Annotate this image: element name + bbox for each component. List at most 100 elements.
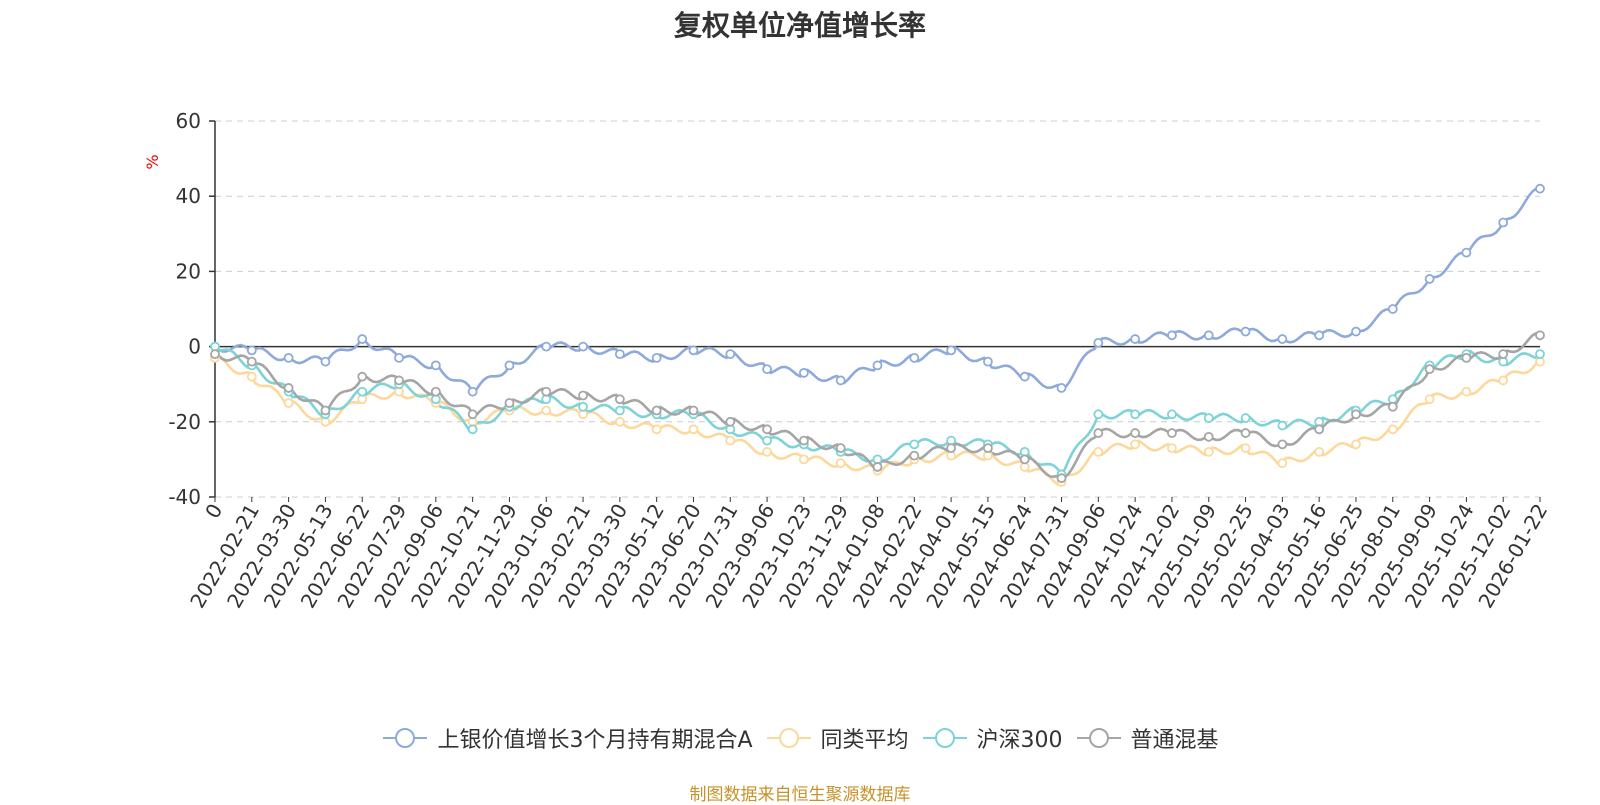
data-point (1167, 330, 1177, 341)
y-tick-label: 40 (176, 184, 201, 208)
data-point (688, 424, 699, 435)
data-point (614, 349, 625, 360)
legend-marker-icon (922, 728, 967, 748)
data-point (614, 394, 625, 405)
series-lines (214, 187, 1541, 487)
data-point (1240, 413, 1251, 423)
data-point (1498, 375, 1509, 386)
data-point (467, 424, 478, 435)
data-point (946, 443, 957, 454)
y-tick-label: 20 (176, 259, 201, 283)
data-point (357, 386, 368, 397)
data-point (725, 435, 736, 446)
data-point (688, 345, 699, 356)
data-point (651, 424, 662, 435)
data-point (1240, 326, 1251, 337)
data-point (1387, 401, 1398, 412)
data-point (1093, 337, 1104, 348)
source-note: 制图数据来自恒生聚源数据库 (689, 785, 911, 805)
grid-lines (215, 120, 1540, 498)
y-tick-label: -20 (168, 410, 201, 434)
data-point (1277, 439, 1288, 450)
data-point (541, 386, 552, 397)
data-point (835, 375, 846, 386)
legend-label: 沪深300 (976, 728, 1063, 753)
data-point (578, 390, 588, 401)
data-point (210, 349, 220, 360)
data-point (1130, 439, 1141, 450)
data-point (1535, 330, 1545, 341)
data-point (1019, 454, 1030, 465)
y-tick-label: -40 (168, 485, 201, 509)
data-point (283, 383, 294, 393)
legend-marker-icon (766, 728, 811, 748)
data-point (1498, 349, 1509, 360)
legend-item[interactable]: 普通混基 (1075, 722, 1219, 754)
data-point (1203, 330, 1214, 341)
data-point (909, 352, 920, 363)
data-point (394, 375, 404, 386)
legend-item[interactable]: 上银价值增长3个月持有期混合A (381, 722, 753, 754)
data-point (798, 454, 809, 465)
data-point (1240, 443, 1251, 454)
data-point (909, 439, 920, 450)
data-point (430, 386, 441, 397)
data-point (1203, 431, 1214, 442)
data-point (1277, 458, 1288, 469)
data-point (1130, 428, 1141, 438)
data-point (320, 405, 331, 416)
data-point (283, 352, 294, 363)
chart-title: 复权单位净值增长率 (673, 9, 926, 42)
data-point (1351, 409, 1361, 420)
data-point (1314, 446, 1325, 457)
data-point (909, 450, 920, 461)
data-point (1535, 183, 1545, 194)
data-point (614, 416, 625, 427)
data-point (1277, 420, 1288, 431)
data-point (1056, 383, 1067, 393)
data-point (835, 458, 846, 469)
data-point (762, 435, 772, 446)
data-point (1535, 349, 1545, 360)
chart-plot: 6040200-20-4002022-02-212022-03-302022-0… (143, 109, 1552, 612)
data-point (1461, 352, 1472, 363)
data-point (1167, 428, 1177, 438)
data-point (1167, 443, 1177, 454)
legend-item[interactable]: 同类平均 (765, 722, 909, 754)
data-point (1387, 304, 1398, 314)
data-point (872, 360, 883, 371)
data-point (1130, 334, 1141, 344)
data-point (246, 345, 257, 356)
data-point (1314, 330, 1325, 341)
legend-marker-icon (1076, 728, 1121, 748)
data-point (1351, 439, 1361, 450)
data-point (1461, 386, 1472, 397)
data-point (578, 401, 588, 412)
y-axis-label: % (143, 154, 162, 169)
data-point (1387, 424, 1398, 435)
legend-item[interactable]: 沪深300 (921, 722, 1063, 754)
x-tick-label: 0 (200, 500, 227, 523)
data-point (1351, 326, 1361, 337)
data-point (1277, 334, 1288, 344)
data-point (504, 398, 515, 408)
data-point (1093, 409, 1104, 420)
data-point (467, 386, 478, 397)
data-point (578, 341, 588, 352)
data-point (541, 405, 552, 416)
legend-label: 普通混基 (1130, 728, 1219, 753)
data-point (1019, 371, 1030, 382)
y-tick-label: 60 (176, 109, 201, 133)
data-point (1056, 473, 1067, 484)
data-point (394, 352, 404, 363)
legend-label: 上银价值增长3个月持有期混合A (437, 728, 753, 753)
data-point (1167, 409, 1177, 420)
data-point (1093, 428, 1104, 438)
data-point (430, 360, 441, 371)
axes: 6040200-20-4002022-02-212022-03-302022-0… (168, 109, 1552, 612)
data-point (1240, 428, 1251, 438)
data-point (467, 409, 478, 420)
y-tick-label: 0 (188, 335, 201, 359)
data-point (725, 349, 736, 360)
data-point (541, 341, 552, 352)
